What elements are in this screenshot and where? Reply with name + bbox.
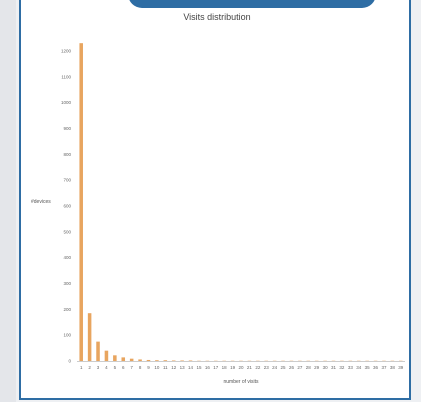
bar[interactable] bbox=[155, 360, 159, 361]
y-tick-label: 100 bbox=[63, 333, 71, 338]
y-axis: 0 100 200 300 400 500 600 700 800 900 1000 1100 1200 bbox=[61, 48, 72, 363]
y-tick-label: 600 bbox=[63, 203, 71, 208]
x-tick-label: 38 bbox=[390, 365, 396, 370]
y-axis-label: #devices bbox=[31, 199, 51, 205]
x-tick-label: 31 bbox=[331, 365, 337, 370]
bar[interactable] bbox=[188, 360, 193, 361]
left-gutter bbox=[0, 0, 16, 402]
x-axis: 1 2 3 4 5 6 7 8 9 10 11 12 13 14 15 16 17 18 19 20 21 22 23 24 2… bbox=[80, 365, 404, 370]
x-tick-label: 34 bbox=[356, 365, 362, 370]
x-tick-label: 29 bbox=[314, 365, 320, 370]
x-tick-label: 26 bbox=[289, 365, 295, 370]
x-tick-label: 23 bbox=[264, 365, 270, 370]
bar[interactable] bbox=[121, 357, 126, 361]
y-tick-label: 1100 bbox=[61, 74, 71, 79]
x-axis-label: number of visits bbox=[223, 379, 259, 385]
x-tick-label: 3 bbox=[97, 365, 100, 370]
chart-panel: Visits distribution 0 100 200 300 400 500 600 7… bbox=[19, 0, 411, 400]
y-tick-label: 300 bbox=[63, 281, 71, 286]
y-tick-label: 200 bbox=[63, 307, 71, 312]
x-tick-label: 13 bbox=[180, 365, 186, 370]
x-tick-label: 12 bbox=[171, 365, 177, 370]
bar[interactable] bbox=[171, 360, 176, 361]
x-tick-label: 17 bbox=[213, 365, 219, 370]
panel-tab bbox=[128, 0, 376, 8]
x-tick-label: 37 bbox=[381, 365, 387, 370]
chart-title: Visits distribution bbox=[183, 12, 251, 22]
x-tick-label: 18 bbox=[222, 365, 228, 370]
visits-bar-chart: 0100200300400500600700800900100011001200… bbox=[31, 43, 405, 385]
x-tick-label: 14 bbox=[188, 365, 194, 370]
x-tick-label: 16 bbox=[205, 365, 211, 370]
x-tick-label: 19 bbox=[230, 365, 236, 370]
x-tick-label: 28 bbox=[306, 365, 312, 370]
bar-series bbox=[79, 43, 403, 362]
x-tick-label: 9 bbox=[147, 365, 150, 370]
bar[interactable] bbox=[113, 355, 117, 361]
y-tick-label: 800 bbox=[63, 152, 71, 157]
y-tick-label: 700 bbox=[63, 178, 71, 183]
x-tick-label: 10 bbox=[154, 365, 160, 370]
x-tick-label: 6 bbox=[122, 365, 125, 370]
y-tick-label: 1000 bbox=[61, 100, 72, 105]
x-tick-label: 15 bbox=[196, 365, 202, 370]
x-tick-label: 4 bbox=[105, 365, 108, 370]
x-tick-label: 22 bbox=[255, 365, 261, 370]
x-tick-label: 7 bbox=[130, 365, 133, 370]
bar[interactable] bbox=[96, 341, 100, 361]
bar[interactable] bbox=[87, 313, 92, 361]
bar[interactable] bbox=[146, 359, 151, 361]
x-tick-label: 25 bbox=[281, 365, 287, 370]
y-tick-label: 500 bbox=[63, 229, 71, 234]
x-tick-label: 36 bbox=[373, 365, 379, 370]
x-tick-label: 1 bbox=[80, 365, 83, 370]
x-tick-label: 20 bbox=[238, 365, 244, 370]
x-tick-label: 5 bbox=[114, 365, 117, 370]
x-tick-label: 30 bbox=[323, 365, 329, 370]
x-tick-label: 2 bbox=[88, 365, 91, 370]
bar[interactable] bbox=[163, 360, 168, 361]
x-tick-label: 24 bbox=[272, 365, 278, 370]
y-tick-label: 900 bbox=[63, 126, 71, 131]
y-tick-label: 400 bbox=[63, 255, 71, 260]
bar[interactable] bbox=[138, 359, 142, 361]
bar[interactable] bbox=[104, 350, 109, 361]
x-tick-label: 33 bbox=[348, 365, 354, 370]
x-tick-label: 8 bbox=[139, 365, 142, 370]
x-tick-label: 39 bbox=[398, 365, 404, 370]
x-tick-label: 21 bbox=[247, 365, 253, 370]
bar[interactable] bbox=[129, 358, 134, 361]
bar[interactable] bbox=[180, 360, 184, 361]
y-tick-label: 1200 bbox=[61, 48, 72, 53]
x-tick-label: 35 bbox=[365, 365, 371, 370]
bar[interactable] bbox=[79, 43, 83, 361]
x-tick-label: 32 bbox=[339, 365, 345, 370]
y-tick-label: 0 bbox=[68, 359, 71, 364]
x-tick-label: 27 bbox=[297, 365, 303, 370]
x-tick-label: 11 bbox=[163, 365, 168, 370]
